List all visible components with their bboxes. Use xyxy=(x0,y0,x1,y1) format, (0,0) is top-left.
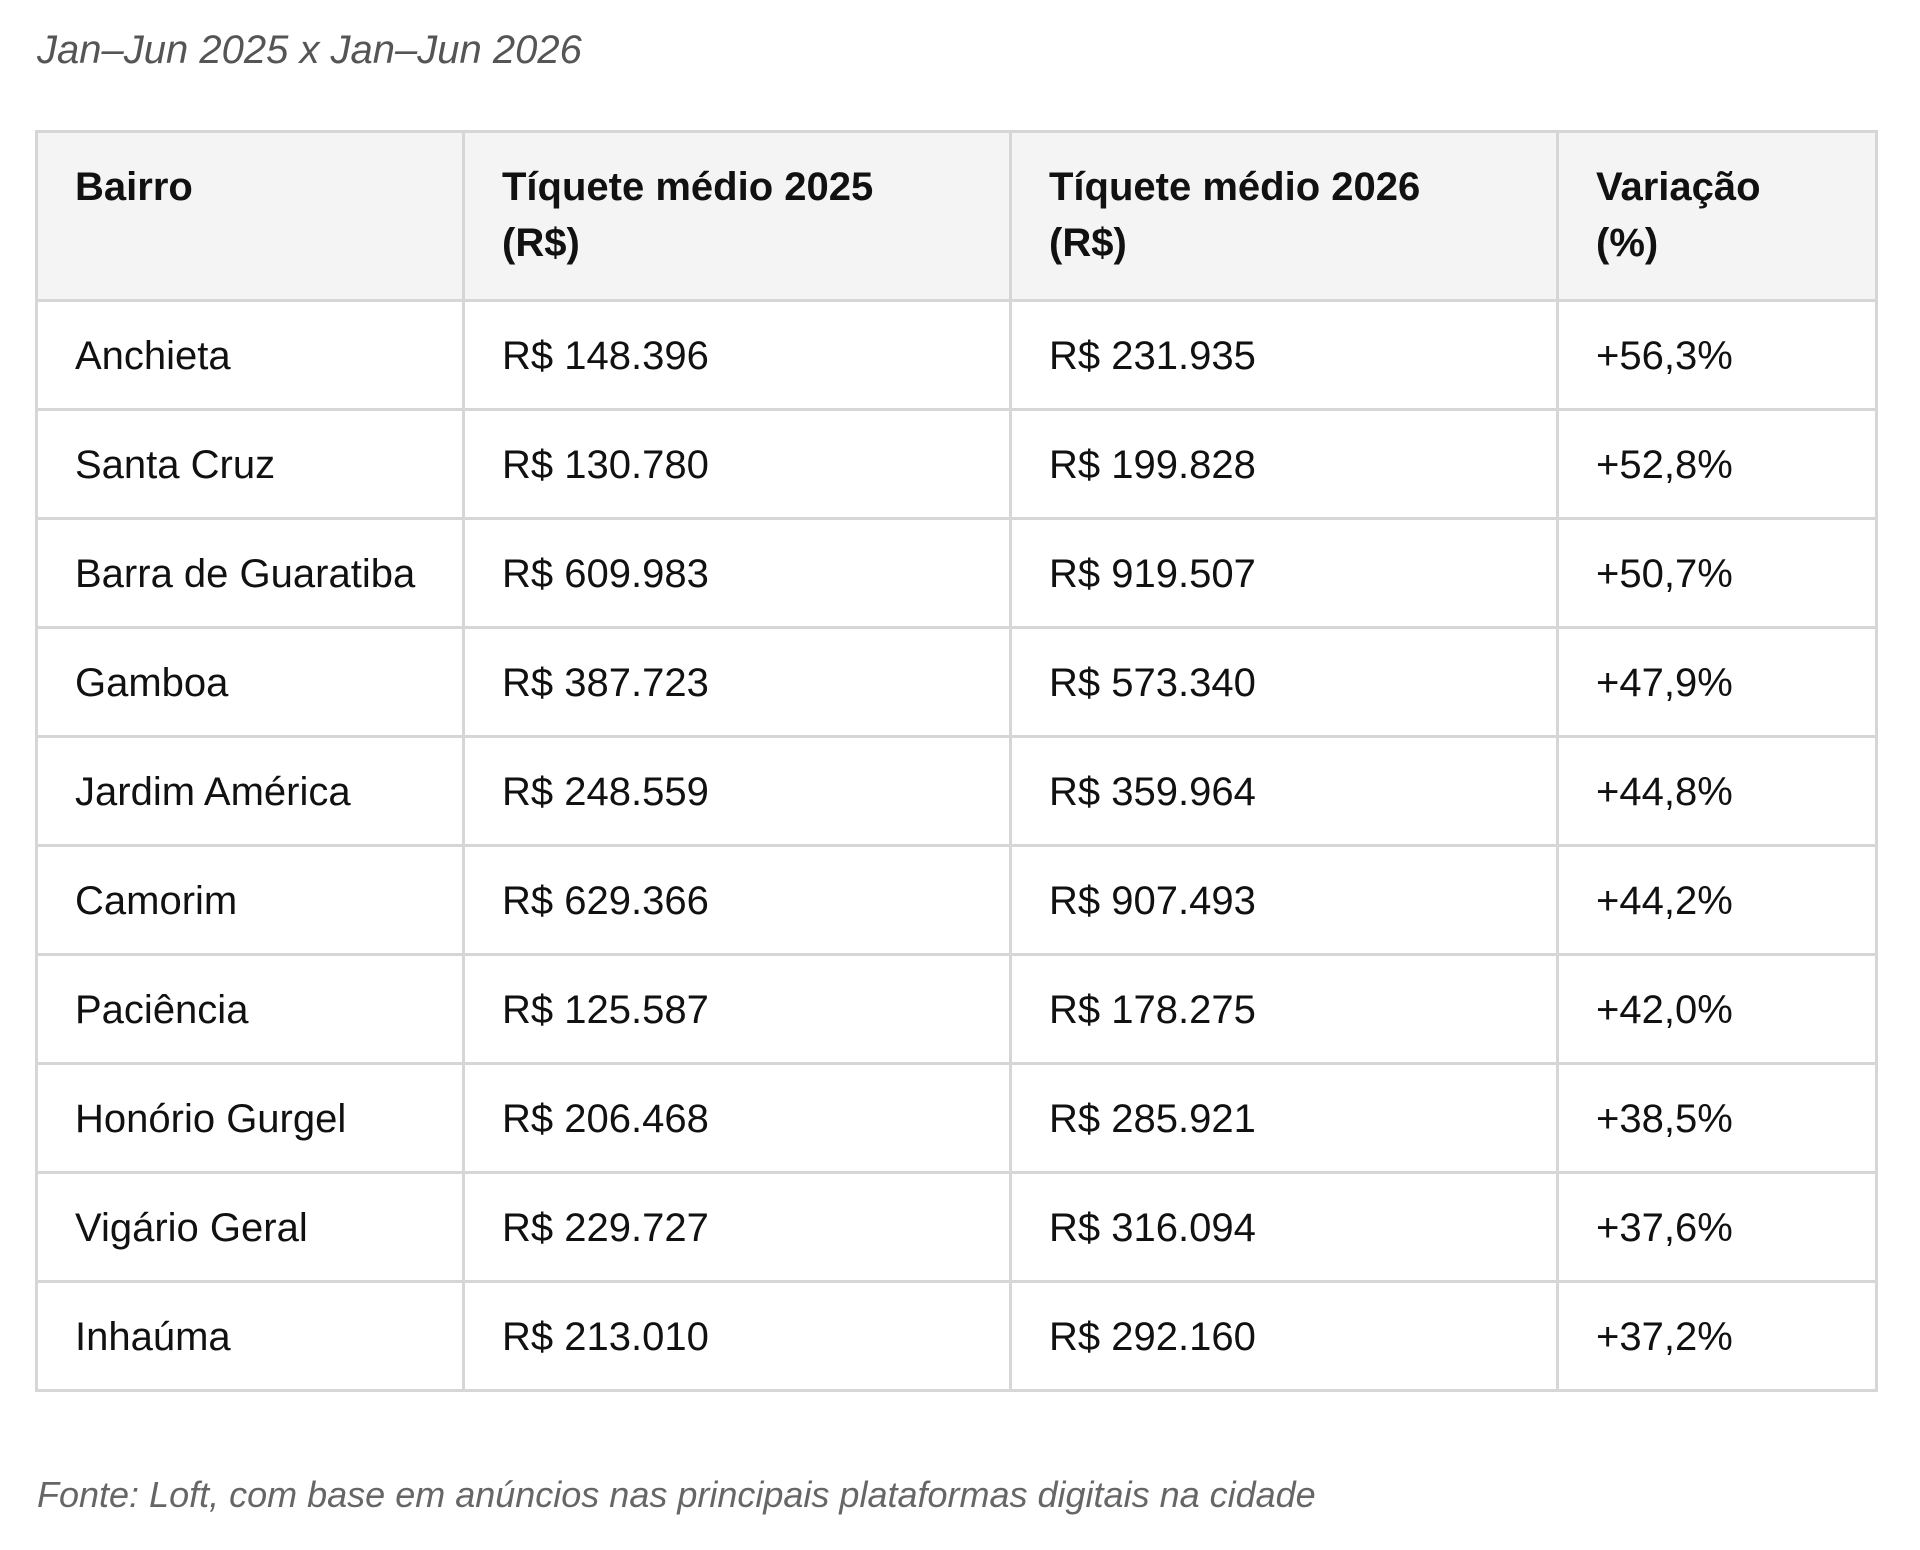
cell-bairro: Vigário Geral xyxy=(35,1171,465,1283)
table-body: Anchieta R$ 148.396 R$ 231.935 +56,3% Sa… xyxy=(35,299,1878,1392)
table-row: Jardim América R$ 248.559 R$ 359.964 +44… xyxy=(35,735,1878,847)
table-row: Paciência R$ 125.587 R$ 178.275 +42,0% xyxy=(35,953,1878,1065)
cell-ticket-2026: R$ 292.160 xyxy=(1009,1280,1559,1392)
data-table-container: Bairro Tíquete médio 2025 (R$) Tíquete mé… xyxy=(35,130,1878,1392)
table-row: Anchieta R$ 148.396 R$ 231.935 +56,3% xyxy=(35,299,1878,411)
cell-variacao: +38,5% xyxy=(1556,1062,1878,1174)
cell-variacao: +44,2% xyxy=(1556,844,1878,956)
header-variacao-line1: Variação xyxy=(1596,165,1761,209)
cell-variacao: +56,3% xyxy=(1556,299,1878,411)
header-ticket-2025-line2: (R$) xyxy=(502,221,580,265)
table-row: Vigário Geral R$ 229.727 R$ 316.094 +37,… xyxy=(35,1171,1878,1283)
table-row: Santa Cruz R$ 130.780 R$ 199.828 +52,8% xyxy=(35,408,1878,520)
cell-bairro: Gamboa xyxy=(35,626,465,738)
cell-ticket-2025: R$ 213.010 xyxy=(462,1280,1012,1392)
cell-ticket-2026: R$ 316.094 xyxy=(1009,1171,1559,1283)
cell-ticket-2025: R$ 387.723 xyxy=(462,626,1012,738)
cell-ticket-2025: R$ 629.366 xyxy=(462,844,1012,956)
table-row: Gamboa R$ 387.723 R$ 573.340 +47,9% xyxy=(35,626,1878,738)
cell-ticket-2026: R$ 178.275 xyxy=(1009,953,1559,1065)
cell-bairro: Honório Gurgel xyxy=(35,1062,465,1174)
header-ticket-2025: Tíquete médio 2025 (R$) xyxy=(462,130,1012,302)
cell-bairro: Jardim América xyxy=(35,735,465,847)
cell-ticket-2026: R$ 359.964 xyxy=(1009,735,1559,847)
header-ticket-2026-line2: (R$) xyxy=(1049,221,1127,265)
header-bairro-label: Bairro xyxy=(75,165,193,209)
cell-bairro: Camorim xyxy=(35,844,465,956)
cell-ticket-2025: R$ 130.780 xyxy=(462,408,1012,520)
header-ticket-2026: Tíquete médio 2026 (R$) xyxy=(1009,130,1559,302)
cell-ticket-2026: R$ 285.921 xyxy=(1009,1062,1559,1174)
table-row: Honório Gurgel R$ 206.468 R$ 285.921 +38… xyxy=(35,1062,1878,1174)
cell-variacao: +50,7% xyxy=(1556,517,1878,629)
cell-bairro: Paciência xyxy=(35,953,465,1065)
header-ticket-2025-line1: Tíquete médio 2025 xyxy=(502,165,874,209)
cell-ticket-2025: R$ 229.727 xyxy=(462,1171,1012,1283)
source-note: Fonte: Loft, com base em anúncios nas pr… xyxy=(37,1474,1316,1515)
cell-variacao: +47,9% xyxy=(1556,626,1878,738)
cell-ticket-2026: R$ 199.828 xyxy=(1009,408,1559,520)
header-row: Bairro Tíquete médio 2025 (R$) Tíquete mé… xyxy=(35,130,1878,302)
cell-ticket-2026: R$ 919.507 xyxy=(1009,517,1559,629)
cell-variacao: +44,8% xyxy=(1556,735,1878,847)
cell-ticket-2025: R$ 206.468 xyxy=(462,1062,1012,1174)
table-subtitle: Jan–Jun 2025 x Jan–Jun 2026 xyxy=(37,28,582,72)
cell-variacao: +37,2% xyxy=(1556,1280,1878,1392)
cell-variacao: +52,8% xyxy=(1556,408,1878,520)
table-header: Bairro Tíquete médio 2025 (R$) Tíquete mé… xyxy=(35,130,1878,302)
header-variacao: Variação (%) xyxy=(1556,130,1878,302)
cell-bairro: Santa Cruz xyxy=(35,408,465,520)
cell-bairro: Barra de Guaratiba xyxy=(35,517,465,629)
cell-variacao: +42,0% xyxy=(1556,953,1878,1065)
cell-ticket-2025: R$ 609.983 xyxy=(462,517,1012,629)
header-variacao-line2: (%) xyxy=(1596,221,1659,265)
price-variation-table: Bairro Tíquete médio 2025 (R$) Tíquete mé… xyxy=(35,130,1878,1392)
table-row: Camorim R$ 629.366 R$ 907.493 +44,2% xyxy=(35,844,1878,956)
table-row: Barra de Guaratiba R$ 609.983 R$ 919.507… xyxy=(35,517,1878,629)
cell-ticket-2025: R$ 125.587 xyxy=(462,953,1012,1065)
header-bairro: Bairro xyxy=(35,130,465,302)
cell-variacao: +37,6% xyxy=(1556,1171,1878,1283)
cell-ticket-2025: R$ 248.559 xyxy=(462,735,1012,847)
cell-bairro: Inhaúma xyxy=(35,1280,465,1392)
cell-ticket-2025: R$ 148.396 xyxy=(462,299,1012,411)
cell-ticket-2026: R$ 231.935 xyxy=(1009,299,1559,411)
header-ticket-2026-line1: Tíquete médio 2026 xyxy=(1049,165,1421,209)
cell-ticket-2026: R$ 907.493 xyxy=(1009,844,1559,956)
cell-bairro: Anchieta xyxy=(35,299,465,411)
cell-ticket-2026: R$ 573.340 xyxy=(1009,626,1559,738)
table-row: Inhaúma R$ 213.010 R$ 292.160 +37,2% xyxy=(35,1280,1878,1392)
